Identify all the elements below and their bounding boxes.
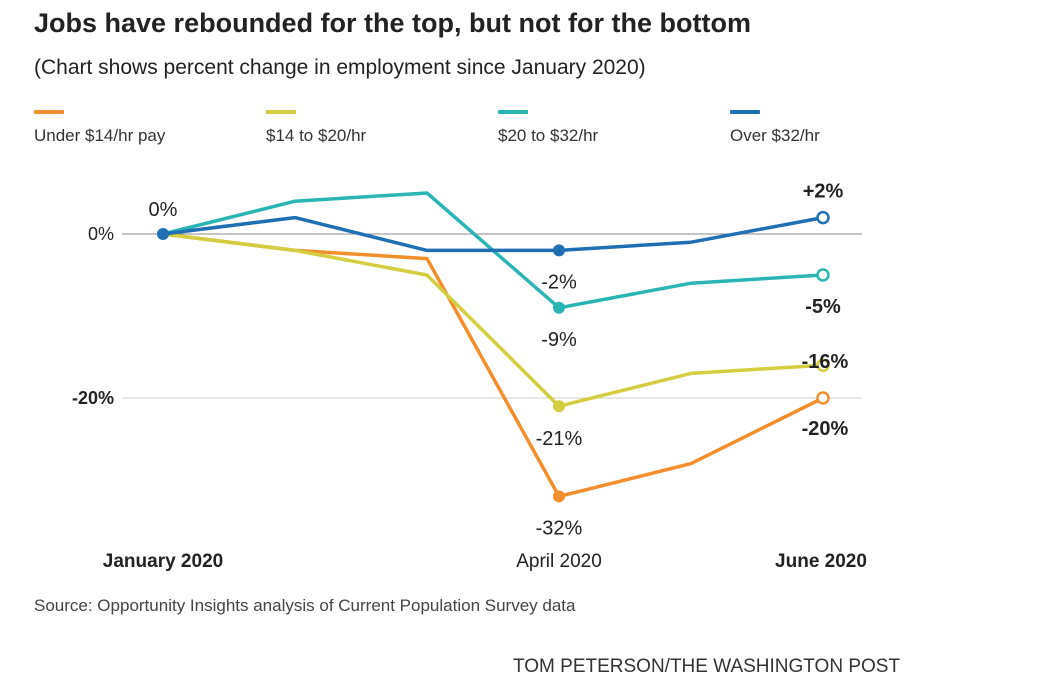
series-line: [161, 232, 825, 499]
legend-swatch: [498, 110, 528, 114]
data-point: [816, 268, 830, 282]
data-label: -20%: [802, 418, 849, 440]
legend-label: Over $32/hr: [730, 126, 820, 145]
legend-swatch: [730, 110, 760, 114]
x-tick-label: April 2020: [516, 551, 602, 572]
legend-swatch: [266, 110, 296, 114]
data-point: [157, 228, 169, 240]
series-line: [161, 232, 825, 408]
x-tick-label: January 2020: [103, 551, 223, 572]
data-point: [553, 400, 565, 413]
chart-subtitle: (Chart shows percent change in employmen…: [34, 56, 646, 79]
data-point: [553, 244, 565, 257]
data-label: -21%: [536, 428, 583, 450]
data-label: 0%: [149, 199, 178, 221]
data-label: +2%: [803, 181, 844, 203]
data-point: [553, 301, 565, 314]
legend-label: $14 to $20/hr: [266, 126, 367, 145]
source-note: Source: Opportunity Insights analysis of…: [34, 596, 576, 615]
data-label: -16%: [802, 351, 849, 373]
data-label: -9%: [541, 329, 577, 351]
legend-item-under-14: Under $14/hr pay: [34, 110, 165, 146]
legend-label: $20 to $32/hr: [498, 126, 599, 145]
data-point: [816, 391, 830, 405]
legend-label: Under $14/hr pay: [34, 126, 166, 145]
credit-line: TOM PETERSON/THE WASHINGTON POST: [513, 656, 901, 677]
data-point: [553, 490, 565, 503]
x-tick-label: June 2020: [775, 551, 867, 572]
legend-item-over-32: Over $32/hr: [730, 110, 820, 146]
chart-legend: Under $14/hr pay $14 to $20/hr $20 to $3…: [0, 110, 1058, 160]
legend-item-14-to-20: $14 to $20/hr: [266, 110, 366, 146]
y-tick-label: -20%: [72, 388, 114, 408]
data-point: [816, 358, 830, 372]
legend-item-20-to-32: $20 to $32/hr: [498, 110, 598, 146]
y-tick-label: 0%: [88, 224, 114, 244]
legend-swatch: [34, 110, 64, 114]
data-point: [816, 210, 830, 225]
data-label: -32%: [536, 517, 583, 539]
series-line: [161, 215, 825, 253]
data-label: -2%: [541, 271, 577, 293]
data-label: -5%: [805, 296, 841, 318]
chart-title: Jobs have rebounded for the top, but not…: [34, 8, 751, 38]
